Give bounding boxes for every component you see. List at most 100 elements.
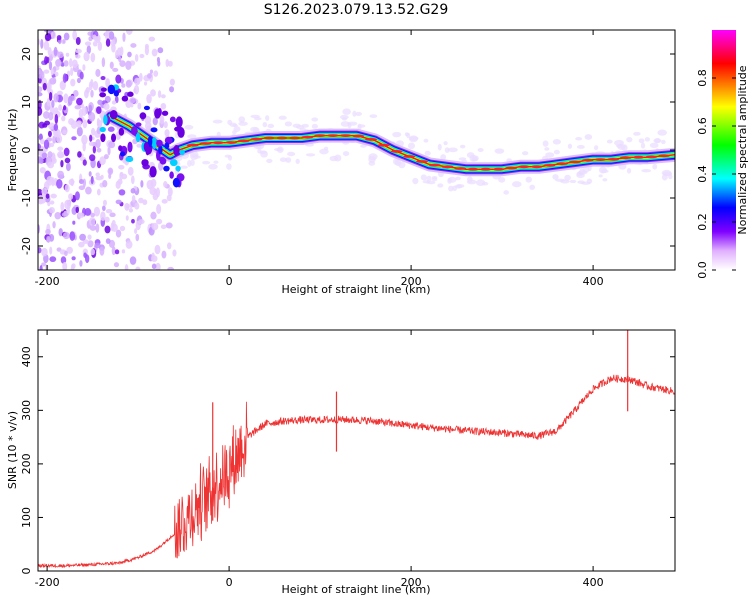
disturbed-blob [121,95,129,102]
noise-speckle [48,91,53,101]
ridge-core [186,143,199,147]
noise-speckle [44,33,52,42]
haze-speckle [296,124,305,130]
ridge-core [263,136,276,140]
haze-speckle [420,174,427,181]
noise-speckle [58,104,63,111]
noise-speckle [147,73,152,79]
noise-speckle [121,249,126,254]
noise-speckle [138,197,144,204]
spectrogram-ridge [99,84,675,188]
haze-speckle [329,155,338,162]
noise-speckle [88,111,96,122]
colorbar-label: Normalized spectral amplitude [736,65,749,234]
haze-speckle [437,183,444,188]
noise-speckle [118,56,122,63]
haze-speckle [448,185,454,192]
noise-speckle [67,95,73,106]
haze-speckle [202,160,211,165]
noise-speckle [93,35,100,42]
ridge-core [212,141,225,145]
noise-speckle [57,153,65,158]
haze-speckle [452,185,458,192]
noise-speckle [61,115,66,122]
noise-speckle [65,162,71,172]
noise-speckle [172,249,177,257]
noise-speckle [40,38,44,49]
ridge-core [377,143,390,147]
haze-speckle [458,157,467,161]
noise-speckle [71,256,76,261]
noise-speckle [117,178,123,185]
disturbed-blob [159,157,167,165]
haze-speckle [455,176,461,181]
haze-speckle [521,151,529,156]
noise-speckle [86,45,91,55]
noise-speckle [54,113,59,124]
noise-speckle [82,159,87,166]
haze-speckle [431,175,438,180]
x-tick-label: 0 [226,275,233,288]
disturbed-blob [111,133,117,143]
disturbed-blob [158,145,163,155]
haze-speckle [184,124,194,130]
noise-speckle [137,102,142,110]
noise-speckle [38,106,43,116]
ridge-core [581,158,594,162]
colorbar-tick-label: 0.2 [696,213,709,231]
haze-speckle [266,158,273,164]
noise-speckle [150,178,157,188]
disturbed-blob [113,90,120,97]
noise-speckle [156,56,160,63]
noise-speckle [136,143,143,148]
disturbed-blob [141,159,149,167]
ridge-core [568,160,581,164]
noise-speckle [109,212,116,218]
ridge-core [556,162,569,166]
noise-speckle [53,123,59,132]
haze-speckle [544,147,550,151]
noise-speckle [60,62,65,67]
noise-speckle [150,255,158,263]
noise-speckle [62,39,66,44]
ridge-core [416,160,429,163]
ridge-core [505,166,518,170]
noise-speckle [95,223,100,233]
y-tick-label: 0 [20,147,33,154]
noise-speckle [43,69,50,74]
noise-speckle [111,219,116,227]
haze-speckle [265,115,270,121]
noise-speckle [79,260,83,267]
disturbed-blob [119,151,126,157]
noise-speckle [107,145,111,156]
haze-speckle [626,167,632,174]
haze-speckle [212,119,223,124]
noise-speckle [89,225,97,231]
noise-speckle [46,236,51,243]
noise-speckle [130,175,135,185]
noise-speckle [62,129,68,135]
noise-speckle [111,100,117,105]
snr-plot [38,330,675,569]
ridge-core [275,136,288,140]
haze-speckle [208,163,218,170]
ridge-core [288,136,301,140]
haze-speckle [276,146,284,153]
haze-speckle [661,139,666,145]
noise-speckle [64,157,71,164]
noise-speckle [72,30,78,41]
noise-speckle [79,71,84,80]
colorbar-tick-label: 0.8 [696,69,709,87]
y-tick-label: 300 [20,400,33,421]
noise-speckle [95,138,101,149]
haze-speckle [511,181,522,188]
noise-speckle [85,87,90,94]
noise-speckle [88,81,93,91]
noise-speckle [60,256,67,264]
noise-speckle [153,70,159,77]
noise-speckle [115,229,122,238]
ridge-core [466,167,479,171]
noise-speckle [88,171,92,177]
haze-speckle [305,153,316,157]
noise-speckle [63,105,67,111]
